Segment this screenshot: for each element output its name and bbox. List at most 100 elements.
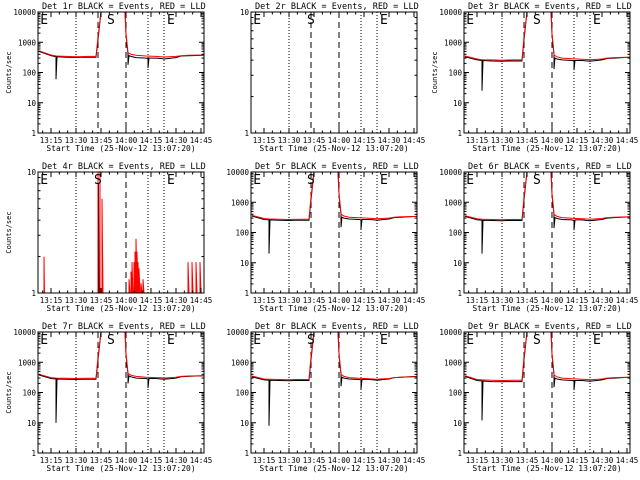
x-tick-label: 13:15 <box>253 136 276 145</box>
x-axis-label: Start Time (25-Nov-12 13:07:20) <box>46 144 195 153</box>
x-tick-label: 14:45 <box>616 136 639 145</box>
x-tick-label: 13:30 <box>65 296 88 305</box>
x-tick-label: 13:15 <box>40 296 63 305</box>
x-tick-label: 14:00 <box>115 136 138 145</box>
marker-e: E <box>466 13 474 28</box>
x-tick-label: 13:45 <box>90 296 113 305</box>
x-axis-label: Start Time (25-Nov-12 13:07:20) <box>259 464 408 473</box>
lld-series-line <box>464 172 630 221</box>
y-axis-label: Counts/sec <box>5 211 13 253</box>
series-group <box>464 172 630 254</box>
marker-e: E <box>380 173 388 188</box>
x-axis-label: Start Time (25-Nov-12 13:07:20) <box>259 304 408 313</box>
panel-title: Det 8r BLACK = Events, RED = LLD <box>255 322 419 332</box>
y-tick-label: 1 <box>31 129 36 138</box>
marker-e: E <box>253 173 261 188</box>
x-tick-label: 14:00 <box>115 296 138 305</box>
y-tick-label: 10 <box>27 99 37 108</box>
x-tick-label: 14:30 <box>165 456 188 465</box>
x-tick-label: 13:30 <box>65 136 88 145</box>
series-group <box>43 172 202 293</box>
y-tick-label: 1000 <box>231 358 250 367</box>
events-series-line <box>464 172 630 254</box>
x-tick-label: 13:30 <box>278 296 301 305</box>
y-tick-label: 1 <box>457 449 462 458</box>
plot-frame <box>37 11 205 134</box>
y-tick-label: 1000 <box>444 38 463 47</box>
x-axis-label: Start Time (25-Nov-12 13:07:20) <box>472 304 621 313</box>
y-tick-label: 10 <box>240 419 250 428</box>
x-tick-label: 14:00 <box>541 456 564 465</box>
events-series-line <box>251 172 417 254</box>
plot-frame <box>463 331 631 454</box>
y-tick-label: 100 <box>235 229 249 238</box>
x-tick-label: 14:30 <box>165 296 188 305</box>
x-tick-label: 14:00 <box>115 456 138 465</box>
x-tick-label: 14:15 <box>140 296 163 305</box>
x-tick-label: 14:15 <box>353 136 376 145</box>
plot-frame <box>250 11 418 134</box>
events-series-line <box>464 12 630 91</box>
marker-e: E <box>40 333 48 348</box>
x-tick-label: 14:15 <box>140 136 163 145</box>
x-tick-label: 13:45 <box>303 456 326 465</box>
lld-series-line <box>251 332 417 381</box>
marker-s: S <box>94 173 102 188</box>
x-tick-label: 13:15 <box>40 136 63 145</box>
x-tick-label: 14:45 <box>403 456 426 465</box>
x-tick-label: 13:15 <box>253 296 276 305</box>
y-tick-label: 10000 <box>439 8 462 17</box>
y-tick-label: 1000 <box>444 198 463 207</box>
series-group <box>464 12 630 91</box>
x-tick-label: 14:45 <box>616 296 639 305</box>
x-tick-label: 13:45 <box>516 136 539 145</box>
x-tick-label: 14:00 <box>328 456 351 465</box>
marker-e: E <box>380 13 388 28</box>
marker-e: E <box>167 13 175 28</box>
events-series-line <box>38 332 204 423</box>
y-tick-label: 10 <box>240 8 250 17</box>
panel-title: Det 9r BLACK = Events, RED = LLD <box>468 322 632 332</box>
y-tick-label: 10 <box>240 259 250 268</box>
plot-frame <box>463 171 631 294</box>
panel-title: Det 5r BLACK = Events, RED = LLD <box>255 162 419 172</box>
marker-e: E <box>167 333 175 348</box>
y-axis-label: Counts/sec <box>5 51 13 93</box>
x-tick-label: 13:15 <box>466 456 489 465</box>
y-tick-label: 10 <box>453 99 463 108</box>
panel-title: Det 3r BLACK = Events, RED = LLD <box>468 2 632 12</box>
x-tick-label: 13:45 <box>90 136 113 145</box>
y-tick-label: 1000 <box>231 198 250 207</box>
x-tick-label: 14:00 <box>541 296 564 305</box>
y-tick-label: 10000 <box>226 328 249 337</box>
y-tick-label: 1000 <box>18 358 37 367</box>
y-tick-label: 1 <box>31 449 36 458</box>
x-tick-label: 14:45 <box>403 136 426 145</box>
x-tick-label: 13:45 <box>516 456 539 465</box>
y-tick-label: 100 <box>235 389 249 398</box>
x-tick-label: 13:30 <box>491 136 514 145</box>
x-tick-label: 14:45 <box>190 296 213 305</box>
y-tick-label: 1 <box>244 129 249 138</box>
y-tick-label: 1 <box>457 129 462 138</box>
y-tick-label: 100 <box>22 69 36 78</box>
y-tick-label: 1000 <box>18 38 37 47</box>
y-tick-label: 10000 <box>439 328 462 337</box>
x-tick-label: 13:30 <box>491 456 514 465</box>
x-tick-label: 13:15 <box>253 456 276 465</box>
x-tick-label: 14:45 <box>190 136 213 145</box>
x-tick-label: 14:30 <box>165 136 188 145</box>
x-tick-label: 14:45 <box>616 456 639 465</box>
x-tick-label: 14:45 <box>190 456 213 465</box>
marker-s: S <box>307 13 315 28</box>
x-tick-label: 13:45 <box>516 296 539 305</box>
marker-e: E <box>593 13 601 28</box>
y-tick-label: 10 <box>27 168 37 177</box>
y-tick-label: 10000 <box>13 328 36 337</box>
